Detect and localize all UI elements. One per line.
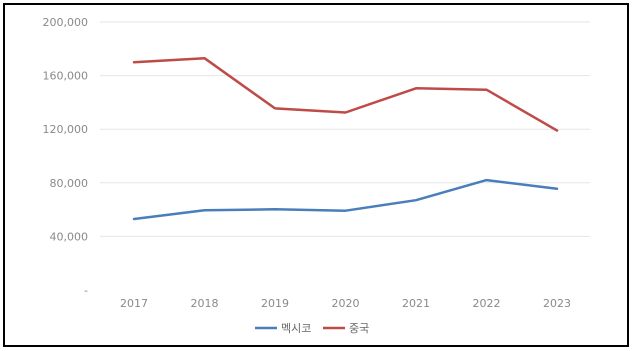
x-tick-label: 2018 [191,297,219,310]
chart-frame [3,3,629,347]
y-tick-label: 200,000 [43,16,89,29]
x-tick-label: 2022 [473,297,501,310]
x-axis-tick-labels: 2017 2018 2019 2020 2021 2022 2023 [120,297,571,310]
y-axis-tick-labels: - 40,000 80,000 120,000 160,000 200,000 [43,16,89,297]
y-tick-label: 80,000 [50,177,89,190]
gridlines [100,21,590,237]
y-tick-label: - [84,284,88,297]
x-tick-label: 2017 [120,297,148,310]
y-tick-label: 160,000 [43,70,89,83]
series-line [132,56,559,132]
legend-label: 중국 [349,322,369,335]
x-tick-label: 2019 [261,297,289,310]
legend-label: 멕시코 [281,322,311,335]
y-tick-label: 40,000 [50,230,89,243]
x-tick-label: 2021 [402,297,430,310]
x-tick-label: 2020 [332,297,360,310]
series-line [132,178,559,221]
x-tick-label: 2023 [543,297,571,310]
series-lines [132,56,559,221]
legend: 멕시코 중국 [255,322,369,335]
y-tick-label: 120,000 [43,123,89,136]
